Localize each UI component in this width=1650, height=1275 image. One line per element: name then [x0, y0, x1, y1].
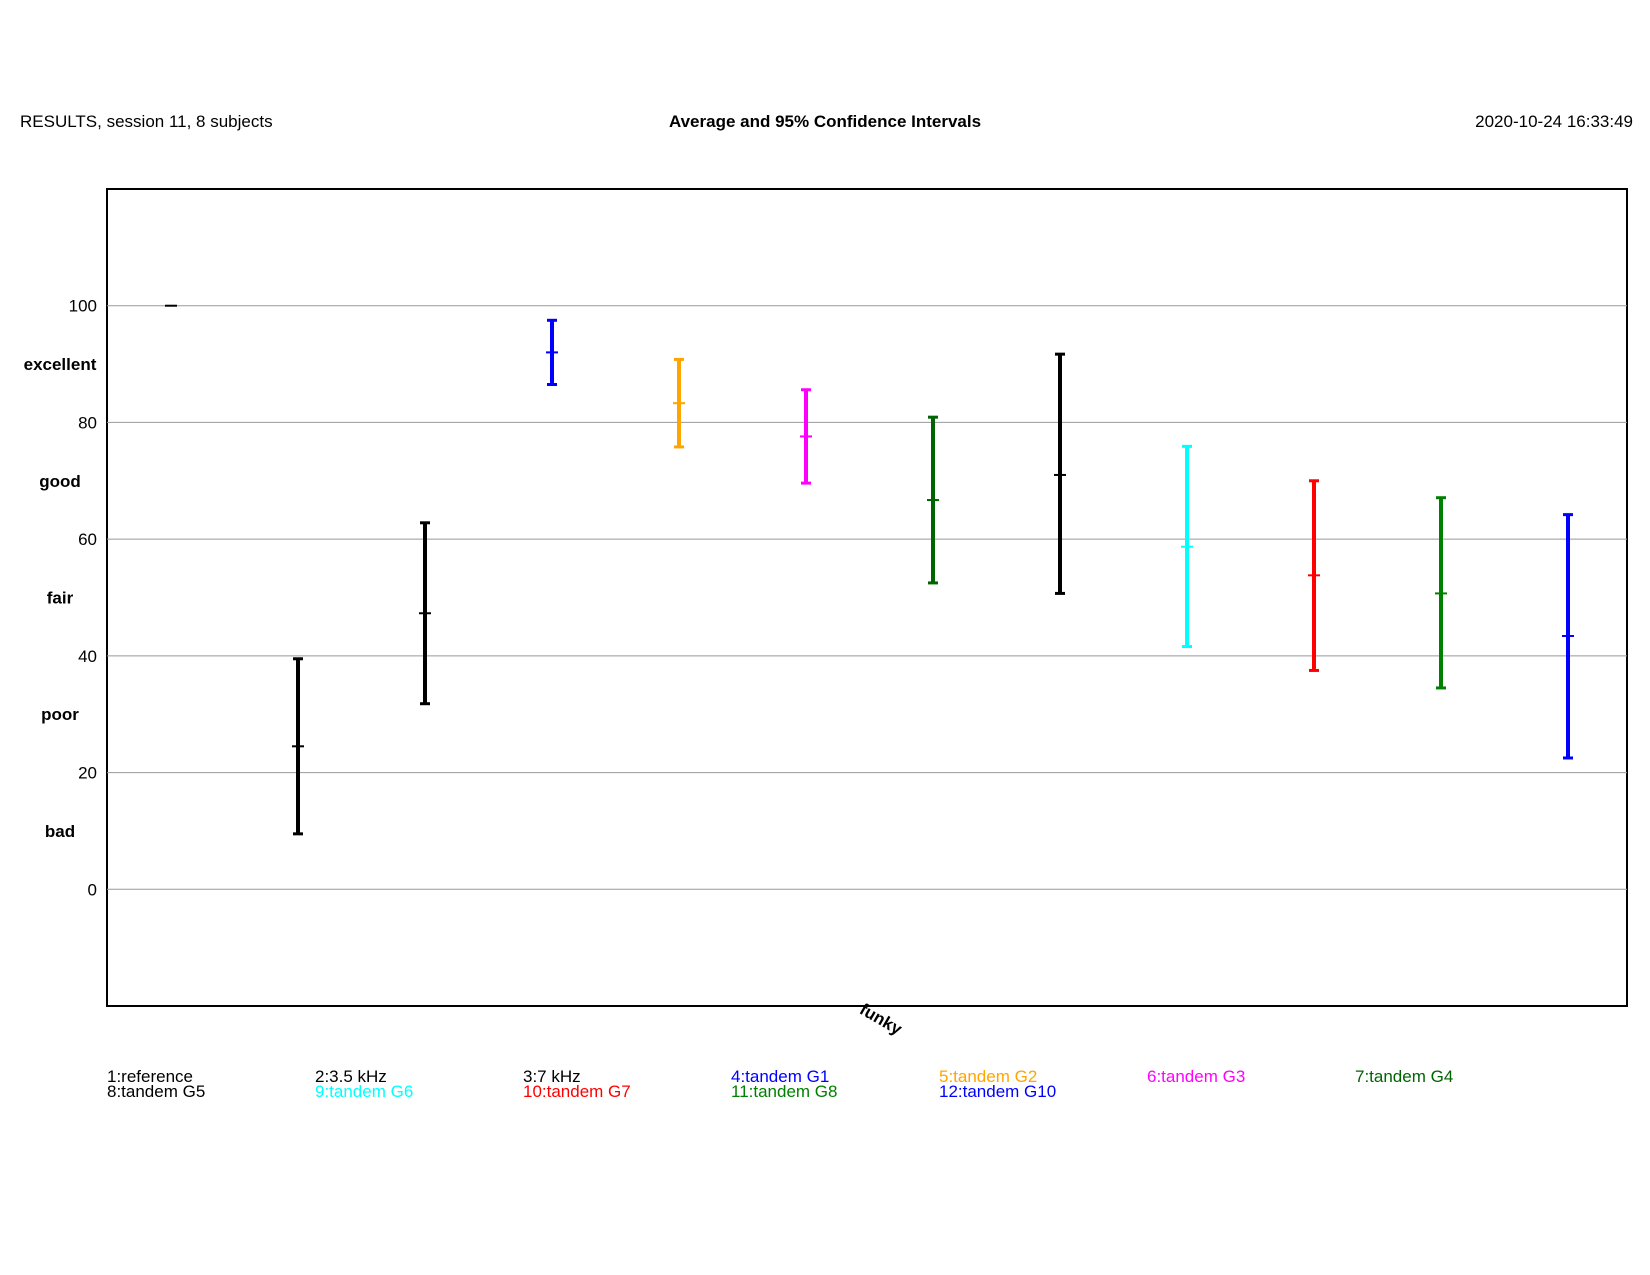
chart-title: Average and 95% Confidence Intervals	[668, 112, 982, 131]
header-session-info: RESULTS, session 11, 8 subjects	[20, 112, 273, 131]
legend-item: 10:tandem G7	[523, 1082, 631, 1101]
errorbar-8	[1054, 352, 1066, 595]
y-tick-label: 60	[78, 530, 97, 549]
legend-item: 5:tandem G2	[939, 1067, 1038, 1086]
legend-item: 4:tandem G1	[731, 1067, 830, 1086]
legend-item: 9:tandem G6	[315, 1082, 414, 1101]
legend-item: 11:tandem G8	[731, 1082, 838, 1101]
errorbar-2	[292, 657, 304, 836]
errorbar-7	[927, 415, 939, 585]
legend-item: 3:7 kHz	[523, 1067, 581, 1086]
plot-frame	[106, 188, 1628, 1007]
quality-labels: excellent good fair poor bad	[24, 355, 97, 841]
y-tick-label: 100	[69, 297, 97, 316]
errorbar-12	[1562, 513, 1574, 760]
quality-label-poor: poor	[41, 705, 79, 724]
y-tick-labels: 0 20 40 60 80 100	[69, 297, 97, 900]
y-tick-label: 0	[88, 880, 97, 899]
grid-lines	[107, 305, 1627, 890]
y-tick-label: 40	[78, 647, 97, 666]
errorbar-9	[1181, 444, 1193, 649]
quality-label-excellent: excellent	[24, 355, 97, 374]
legend-item: 1:reference	[107, 1067, 193, 1086]
legend: 1:reference 2:3.5 kHz 3:7 kHz 4:tandem G1 5:…	[0, 1067, 1650, 1109]
errorbar-6	[800, 388, 812, 485]
y-tick-label: 20	[78, 764, 97, 783]
legend-item: 8:tandem G5	[107, 1082, 206, 1101]
errorbar-3	[419, 521, 431, 706]
quality-label-fair: fair	[47, 589, 74, 608]
errorbar-4	[546, 318, 558, 386]
legend-item: 12:tandem G10	[939, 1082, 1057, 1101]
legend-item: 2:3.5 kHz	[315, 1067, 387, 1086]
legend-item: 7:tandem G4	[1355, 1067, 1454, 1086]
quality-label-good: good	[39, 472, 81, 491]
error-bars	[165, 304, 1574, 836]
quality-label-bad: bad	[45, 822, 75, 841]
errorbar-5	[673, 357, 685, 449]
header-timestamp: 2020-10-24 16:33:49	[1475, 112, 1633, 131]
legend-item: 6:tandem G3	[1147, 1067, 1246, 1086]
y-tick-label: 80	[78, 413, 97, 432]
errorbar-11	[1435, 496, 1447, 690]
errorbar-10	[1308, 479, 1320, 672]
